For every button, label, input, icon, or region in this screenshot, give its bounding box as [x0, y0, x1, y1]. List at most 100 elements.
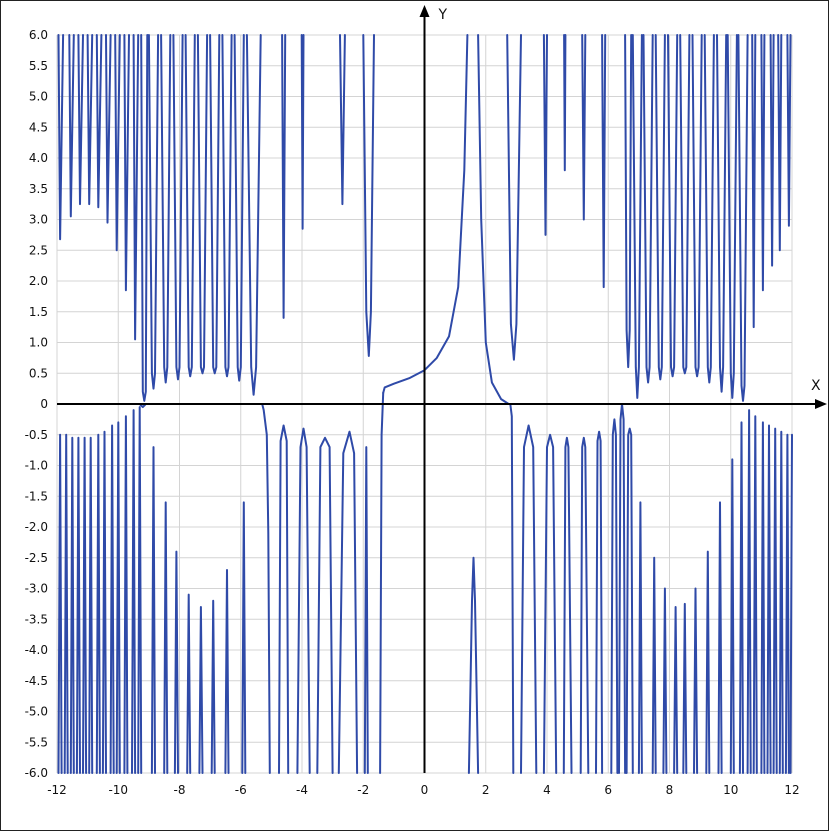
curve-branch	[717, 501, 723, 774]
curve-branch	[210, 599, 216, 774]
y-tick-label: 5.5	[29, 59, 48, 73]
y-tick-label: -4.5	[25, 674, 48, 688]
x-tick-label: -12	[47, 783, 67, 797]
curve-branch	[224, 569, 230, 774]
curve-branch	[172, 34, 184, 381]
curve-branch	[716, 34, 728, 393]
curves	[57, 34, 793, 774]
curve-branch	[737, 34, 749, 402]
curve-branch	[57, 34, 65, 241]
curve-branch	[625, 427, 634, 774]
curve-branch	[662, 587, 668, 774]
curve-branch	[114, 34, 121, 252]
y-tick-label: 3.5	[29, 182, 48, 196]
curve-branch	[752, 415, 758, 774]
curve-branch	[509, 403, 515, 774]
curve-branch	[68, 34, 75, 218]
curve-branch	[316, 436, 334, 774]
y-tick-label: 4.5	[29, 120, 48, 134]
curve-branch	[221, 34, 233, 378]
curve-branch	[137, 406, 143, 774]
curve-branch	[642, 34, 654, 384]
y-tick-label: -6.0	[25, 766, 48, 780]
curve-branch	[278, 424, 290, 774]
curve-branch	[637, 501, 643, 774]
curve-branch	[86, 34, 94, 206]
x-tick-label: -4	[296, 783, 308, 797]
x-tick-label: 6	[604, 783, 612, 797]
curve-branch	[363, 446, 369, 774]
y-axis-label: Y	[438, 7, 448, 23]
y-tick-label: -3.0	[25, 582, 48, 596]
curve-branch	[77, 34, 84, 206]
curve-branch	[233, 34, 245, 382]
curve-branch	[57, 433, 63, 774]
curve-branch	[738, 421, 744, 774]
curve-branch	[631, 34, 643, 399]
x-tick-label: -6	[235, 783, 247, 797]
curve-branch	[595, 430, 604, 774]
y-tick-label: -4.0	[25, 643, 48, 657]
axes: X Y	[57, 5, 827, 773]
curve-branch	[150, 446, 156, 774]
curve-branch	[760, 421, 766, 774]
y-tick-label: -2.5	[25, 551, 48, 565]
curve-branch	[147, 34, 160, 390]
curve-branch	[362, 34, 375, 357]
curve-branch	[610, 418, 619, 774]
curve-branch	[654, 34, 666, 381]
y-tick-label: 2.5	[29, 243, 48, 257]
curve-branch	[138, 403, 147, 409]
curve-branch	[95, 433, 101, 774]
curve-branch	[651, 556, 657, 774]
y-tick-label: -0.5	[25, 428, 48, 442]
curve-branch	[300, 34, 305, 230]
x-tick-label: -8	[174, 783, 186, 797]
curve-branch	[624, 34, 633, 369]
curve-branch	[581, 34, 587, 221]
curve-branch	[131, 409, 137, 774]
curve-branch	[766, 424, 772, 774]
curve-branch	[123, 34, 130, 292]
curve-branch	[209, 34, 221, 375]
y-tick-label: 5.0	[29, 90, 48, 104]
curve-branch	[789, 433, 793, 774]
x-tick-label: 4	[543, 783, 551, 797]
x-tick-label: 10	[723, 783, 738, 797]
curve-branch	[705, 550, 711, 774]
curve-branch	[339, 34, 346, 206]
curve-branch	[542, 34, 548, 236]
y-tick-label: 1.5	[29, 305, 48, 319]
curve-branch	[163, 501, 169, 774]
curve-branch	[281, 34, 287, 319]
curve-branch	[69, 436, 75, 774]
curve-branch	[140, 34, 149, 402]
curve-branch	[467, 556, 480, 774]
x-tick-label: 12	[784, 783, 799, 797]
tick-labels: -12 -10 -8 -6 -4 -2 0 2 4 6 8 10 12 6.0 5.5 5.0 4.5 4.0 3.…	[25, 28, 800, 797]
x-tick-label: -2	[357, 783, 369, 797]
curve-branch	[82, 436, 88, 774]
curve-branch	[784, 433, 790, 774]
curve-branch	[542, 433, 558, 774]
x-tick-label: 2	[482, 783, 490, 797]
curve-branch	[682, 602, 688, 774]
curve-branch	[160, 34, 172, 384]
curve-branch	[679, 34, 691, 375]
curve-branch	[88, 436, 94, 774]
curve-branch	[186, 593, 192, 774]
curve-branch	[379, 391, 385, 774]
y-tick-label: 0	[40, 397, 48, 411]
x-tick-label: 8	[666, 783, 674, 797]
y-tick-label: -3.5	[25, 612, 48, 626]
curve-branch	[760, 34, 766, 292]
curve-branch	[101, 430, 107, 774]
curve-branch	[196, 34, 209, 375]
y-tick-label: -5.5	[25, 735, 48, 749]
curve-branch	[184, 34, 196, 378]
curve-branch	[673, 606, 679, 774]
curve-branch	[75, 436, 81, 774]
curve-branch	[777, 34, 783, 252]
y-tick-label: -1.0	[25, 459, 48, 473]
